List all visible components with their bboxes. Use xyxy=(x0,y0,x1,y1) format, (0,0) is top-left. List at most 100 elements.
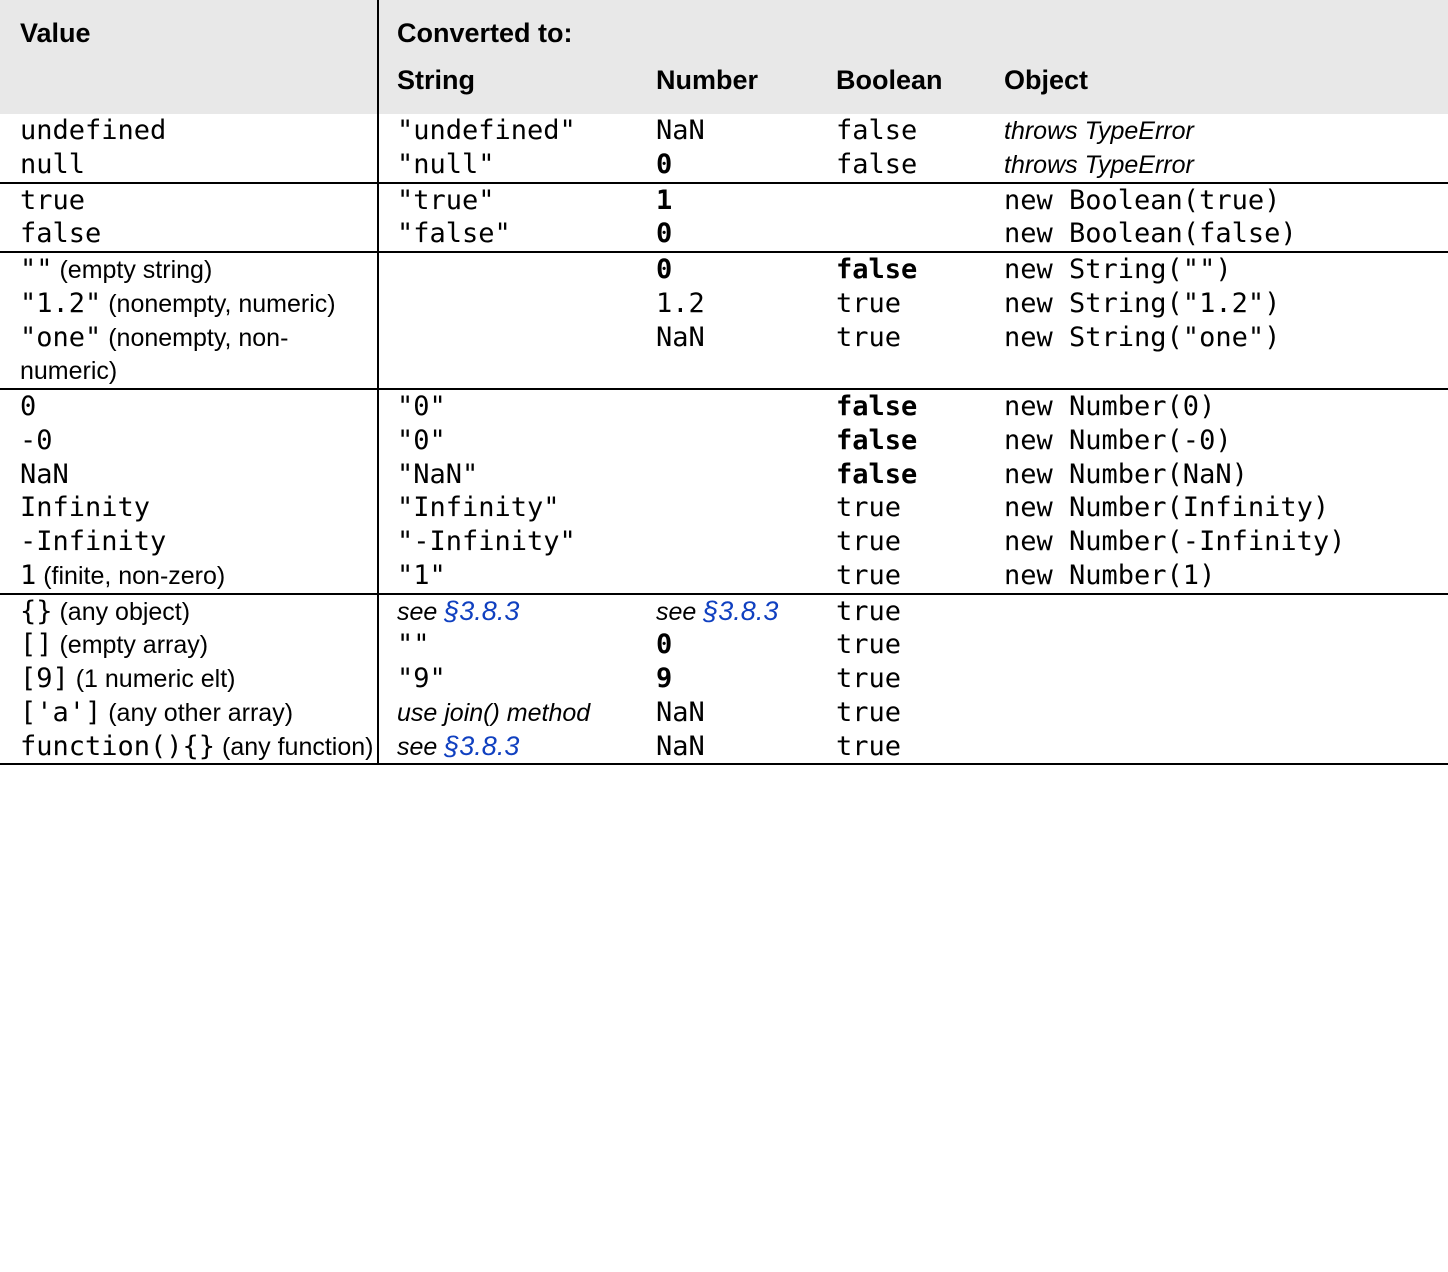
cell-object: new Boolean(false) xyxy=(1004,217,1448,252)
cell-number: 0 xyxy=(656,628,836,662)
cell-value: Infinity xyxy=(0,491,378,525)
cell-number: NaN xyxy=(656,321,836,390)
cell-object xyxy=(1004,730,1448,765)
cell-value: -Infinity xyxy=(0,525,378,559)
cell-object xyxy=(1004,628,1448,662)
cell-number xyxy=(656,458,836,492)
table-row: [9] (1 numeric elt)"9"9true xyxy=(0,662,1448,696)
cell-string: "undefined" xyxy=(378,114,656,148)
cell-string: "false" xyxy=(378,217,656,252)
table-row: 1 (finite, non-zero)"1"truenew Number(1) xyxy=(0,559,1448,594)
cell-boolean: false xyxy=(836,114,1004,148)
cell-number: 0 xyxy=(656,217,836,252)
cell-number: NaN xyxy=(656,114,836,148)
cell-object: new Number(-0) xyxy=(1004,424,1448,458)
cell-boolean: false xyxy=(836,252,1004,287)
cell-boolean: true xyxy=(836,628,1004,662)
cell-number xyxy=(656,525,836,559)
cell-object: new Boolean(true) xyxy=(1004,183,1448,218)
cell-object: new Number(0) xyxy=(1004,389,1448,424)
table-row: function(){} (any function)see §3.8.3NaN… xyxy=(0,730,1448,765)
cell-boolean: true xyxy=(836,491,1004,525)
cell-number: see §3.8.3 xyxy=(656,594,836,629)
cell-value: 0 xyxy=(0,389,378,424)
cell-number: 1 xyxy=(656,183,836,218)
cell-value: NaN xyxy=(0,458,378,492)
cell-number xyxy=(656,491,836,525)
cell-number: 1.2 xyxy=(656,287,836,321)
cell-string: see §3.8.3 xyxy=(378,730,656,765)
cell-boolean: true xyxy=(836,594,1004,629)
cell-number: 0 xyxy=(656,252,836,287)
table-row: undefined"undefined"NaNfalsethrows TypeE… xyxy=(0,114,1448,148)
table-row: null"null"0falsethrows TypeError xyxy=(0,148,1448,183)
cell-object: new Number(Infinity) xyxy=(1004,491,1448,525)
table-row: 0"0" falsenew Number(0) xyxy=(0,389,1448,424)
cell-value: 1 (finite, non-zero) xyxy=(0,559,378,594)
table-row: true"true"1 new Boolean(true) xyxy=(0,183,1448,218)
cell-value: [] (empty array) xyxy=(0,628,378,662)
cell-boolean: true xyxy=(836,696,1004,730)
header-object: Object xyxy=(1004,57,1448,114)
table-header: Value Converted to: String Number Boolea… xyxy=(0,0,1448,114)
cell-object xyxy=(1004,662,1448,696)
table-row: -Infinity"-Infinity"truenew Number(-Infi… xyxy=(0,525,1448,559)
table-row: Infinity"Infinity" truenew Number(Infinit… xyxy=(0,491,1448,525)
cell-value: "1.2" (nonempty, numeric) xyxy=(0,287,378,321)
cell-value: null xyxy=(0,148,378,183)
cell-object: throws TypeError xyxy=(1004,148,1448,183)
cell-boolean xyxy=(836,183,1004,218)
table-row: NaN"NaN"falsenew Number(NaN) xyxy=(0,458,1448,492)
cell-boolean: true xyxy=(836,730,1004,765)
cell-value: ['a'] (any other array) xyxy=(0,696,378,730)
cell-string: "NaN" xyxy=(378,458,656,492)
cell-string xyxy=(378,321,656,390)
cell-boolean: false xyxy=(836,389,1004,424)
type-conversion-table: Value Converted to: String Number Boolea… xyxy=(0,0,1448,765)
cell-number: 0 xyxy=(656,148,836,183)
cell-object: throws TypeError xyxy=(1004,114,1448,148)
cell-value: function(){} (any function) xyxy=(0,730,378,765)
table-row: -0"0" falsenew Number(-0) xyxy=(0,424,1448,458)
cell-value: [9] (1 numeric elt) xyxy=(0,662,378,696)
header-converted-to: Converted to: xyxy=(378,0,1448,57)
cell-string xyxy=(378,252,656,287)
table-row: {} (any object)see §3.8.3see §3.8.3true xyxy=(0,594,1448,629)
cell-boolean xyxy=(836,217,1004,252)
cell-boolean: false xyxy=(836,458,1004,492)
header-number: Number xyxy=(656,57,836,114)
cell-object xyxy=(1004,594,1448,629)
cell-string: "true" xyxy=(378,183,656,218)
cell-object: new String("") xyxy=(1004,252,1448,287)
cell-number xyxy=(656,424,836,458)
cell-string: see §3.8.3 xyxy=(378,594,656,629)
cell-string: "Infinity" xyxy=(378,491,656,525)
cell-number xyxy=(656,389,836,424)
table-row: false"false"0 new Boolean(false) xyxy=(0,217,1448,252)
cell-value: false xyxy=(0,217,378,252)
cell-value: true xyxy=(0,183,378,218)
cell-string xyxy=(378,287,656,321)
table-row: "" (empty string) 0falsenew String("") xyxy=(0,252,1448,287)
cell-boolean: true xyxy=(836,321,1004,390)
cell-string: "9" xyxy=(378,662,656,696)
cell-string: use join() method xyxy=(378,696,656,730)
cell-number: 9 xyxy=(656,662,836,696)
header-string: String xyxy=(378,57,656,114)
table-row: ['a'] (any other array)use join() method… xyxy=(0,696,1448,730)
cell-value: "one" (nonempty, non-numeric) xyxy=(0,321,378,390)
cell-value: {} (any object) xyxy=(0,594,378,629)
cell-string: "0" xyxy=(378,424,656,458)
cell-value: -0 xyxy=(0,424,378,458)
cell-boolean: false xyxy=(836,424,1004,458)
table-row: "1.2" (nonempty, numeric)1.2truenew Stri… xyxy=(0,287,1448,321)
cell-value: "" (empty string) xyxy=(0,252,378,287)
cell-string: "0" xyxy=(378,389,656,424)
cell-number: NaN xyxy=(656,730,836,765)
cell-string: "" xyxy=(378,628,656,662)
cell-number xyxy=(656,559,836,594)
table-row: "one" (nonempty, non-numeric)NaNtruenew … xyxy=(0,321,1448,390)
table-row: [] (empty array)""0true xyxy=(0,628,1448,662)
cell-object: new Number(1) xyxy=(1004,559,1448,594)
table-body: undefined"undefined"NaNfalsethrows TypeE… xyxy=(0,114,1448,764)
